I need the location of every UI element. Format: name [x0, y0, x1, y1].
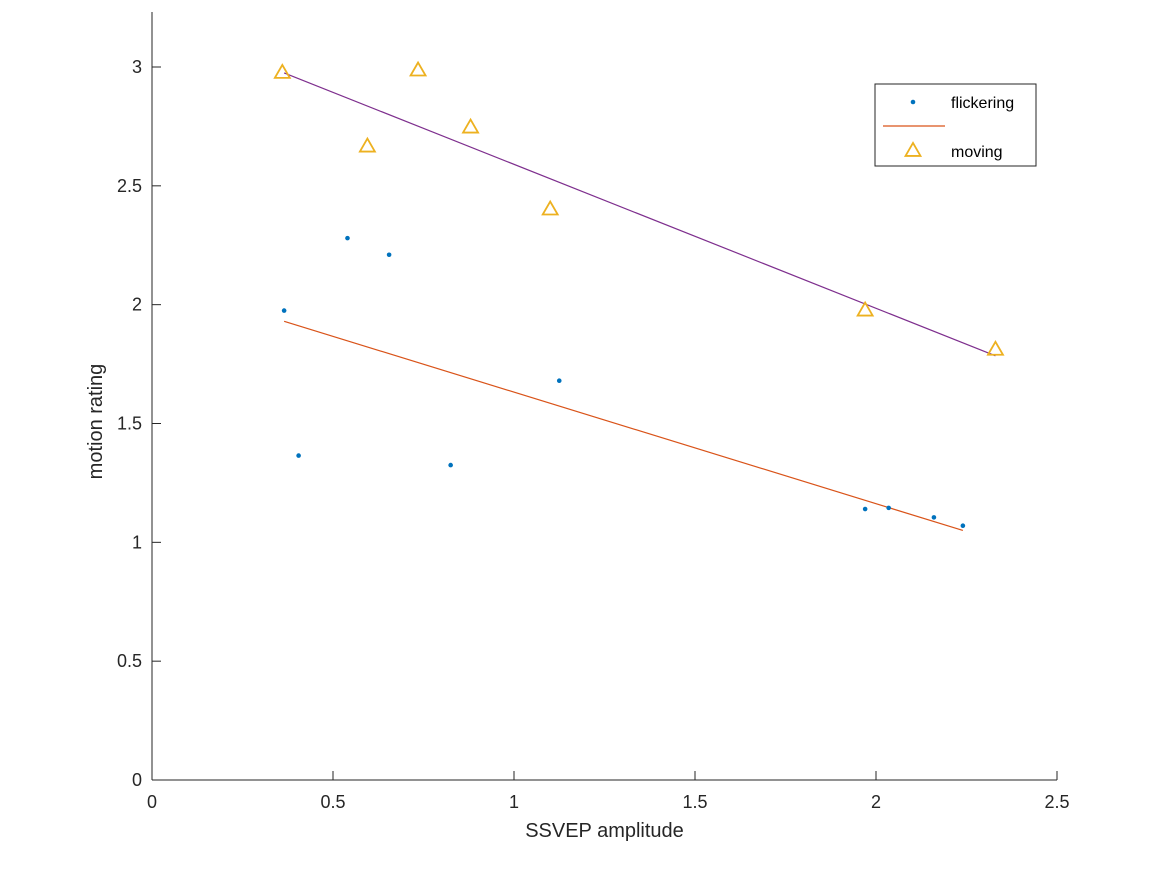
flickering-point [886, 505, 891, 511]
x-tick-label: 1 [509, 792, 519, 812]
moving-point [273, 63, 292, 79]
axes [151, 12, 1057, 781]
y-tick-label: 0 [132, 770, 142, 790]
flickering-point [960, 523, 966, 528]
flickering-point [386, 252, 392, 258]
legend-marker-dot [910, 99, 916, 105]
fit-line-3 [283, 72, 996, 357]
flickering-point [448, 462, 453, 468]
y-tick-label: 0.5 [117, 651, 142, 671]
legend-box [874, 83, 1037, 167]
fit-line-1 [283, 320, 964, 532]
flickering-point [281, 308, 287, 313]
x-tick-label: 0 [147, 792, 157, 812]
fit-lines [283, 72, 996, 532]
flickering-point [862, 506, 868, 512]
legend-marker-triangle [903, 141, 923, 157]
x-axis-label: SSVEP amplitude [525, 820, 684, 842]
x-tick-label: 2.5 [1044, 792, 1069, 812]
flickering-point [296, 453, 301, 458]
legend-label: moving [951, 144, 1003, 161]
y-tick-label: 1 [132, 532, 142, 552]
x-tick-label: 0.5 [320, 792, 345, 812]
x-tick-label: 2 [871, 792, 881, 812]
moving-point [461, 117, 480, 134]
y-tick-label: 1.5 [117, 414, 142, 434]
y-axis-label: motion rating [85, 364, 107, 480]
flickering-point [556, 378, 562, 384]
x-tick-label: 1.5 [682, 792, 707, 812]
plot-area [273, 60, 1005, 532]
moving-point [409, 60, 428, 77]
legend: flickering moving [874, 83, 1037, 167]
y-tick-label: 2 [132, 295, 142, 315]
y-tick-label: 3 [132, 57, 142, 77]
flickering-point [345, 235, 350, 241]
moving-point [856, 300, 875, 317]
legend-label: flickering [951, 95, 1014, 112]
flickering-point [931, 515, 937, 520]
moving-point [358, 136, 377, 153]
moving-point [986, 339, 1005, 356]
moving-point [541, 199, 560, 216]
tick-marks-and-labels: 0 0.5 1 1.5 2 2.5 0 0.5 1 1.5 2 2.5 3 [117, 57, 1070, 812]
data-points [273, 60, 1005, 528]
y-tick-label: 2.5 [117, 176, 142, 196]
